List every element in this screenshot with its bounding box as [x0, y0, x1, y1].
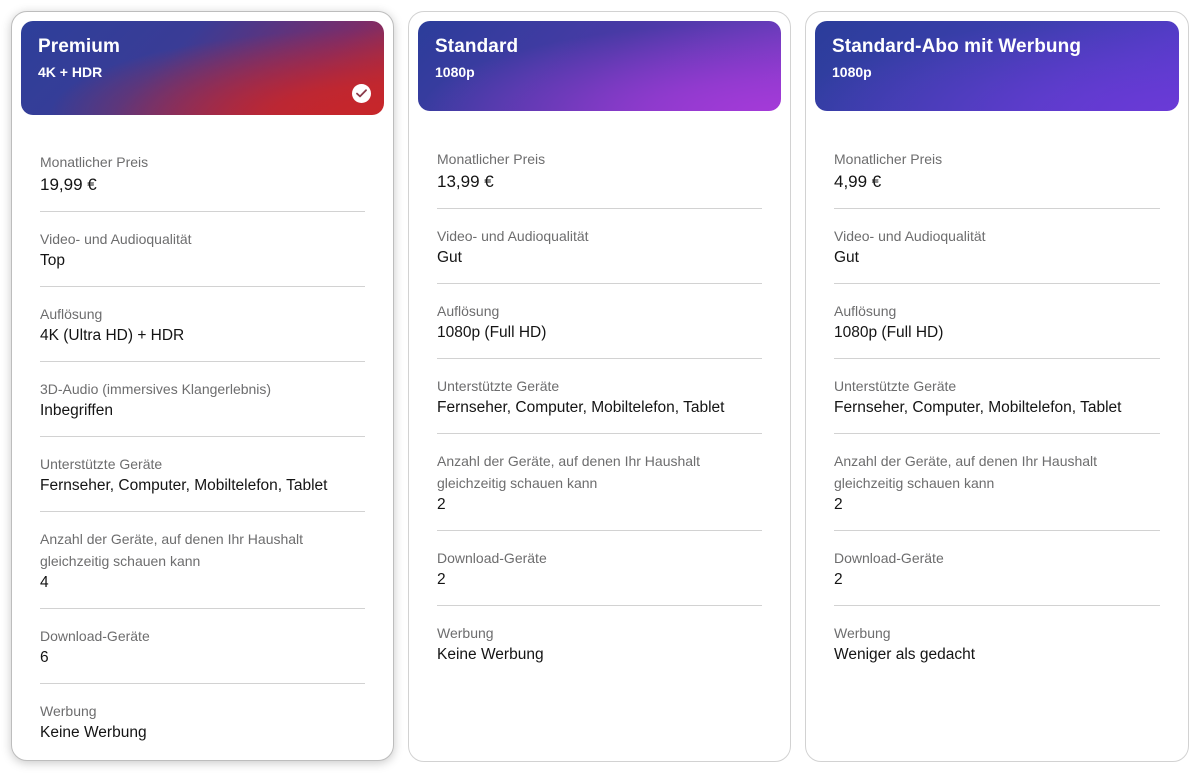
- attr-price: Monatlicher Preis 19,99 €: [40, 147, 365, 212]
- attr-spatial-audio: 3D-Audio (immersives Klangerlebnis) Inbe…: [40, 374, 365, 437]
- plan-resolution: 1080p: [435, 64, 475, 80]
- attr-devices: Unterstützte Geräte Fernseher, Computer,…: [834, 371, 1160, 434]
- attr-quality: Video- und Audioqualität Gut: [834, 221, 1160, 284]
- attr-ads: Werbung Keine Werbung: [40, 696, 365, 758]
- attr-value: 1080p (Full HD): [437, 324, 547, 341]
- plan-card-premium[interactable]: Premium 4K + HDR Monatlicher Preis 19,99…: [11, 11, 394, 761]
- attr-value: 2: [834, 496, 843, 513]
- attr-label: 3D-Audio (immersives Klangerlebnis): [40, 381, 272, 397]
- plan-attributes: Monatlicher Preis 13,99 € Video- und Aud…: [437, 144, 762, 692]
- attr-resolution: Auflösung 4K (Ultra HD) + HDR: [40, 299, 365, 362]
- plan-card-standard[interactable]: Standard 1080p Monatlicher Preis 13,99 €…: [408, 11, 791, 762]
- attr-value: 2: [834, 571, 843, 588]
- attr-value: Gut: [834, 249, 859, 266]
- attr-download-devices: Download-Geräte 2: [834, 543, 1160, 606]
- attr-label: Auflösung: [834, 303, 897, 319]
- attr-quality: Video- und Audioqualität Gut: [437, 221, 762, 284]
- attr-simultaneous-streams: Anzahl der Geräte, auf denen Ihr Haushal…: [834, 446, 1160, 531]
- attr-label: Werbung: [40, 703, 97, 719]
- attr-price: Monatlicher Preis 13,99 €: [437, 144, 762, 209]
- attr-label: Auflösung: [437, 303, 500, 319]
- attr-simultaneous-streams: Anzahl der Geräte, auf denen Ihr Haushal…: [437, 446, 762, 531]
- attr-label: Unterstützte Geräte: [437, 378, 560, 394]
- attr-label: Unterstützte Geräte: [40, 456, 163, 472]
- attr-value: 2: [437, 496, 446, 513]
- attr-value: Fernseher, Computer, Mobiltelefon, Table…: [40, 477, 328, 494]
- attr-label: Anzahl der Geräte, auf denen Ihr Haushal…: [437, 453, 701, 491]
- attr-label: Video- und Audioqualität: [437, 228, 589, 244]
- attr-value: 4K (Ultra HD) + HDR: [40, 327, 185, 344]
- plan-name: Standard: [435, 36, 519, 57]
- attr-label: Werbung: [437, 625, 494, 641]
- check-circle-icon: [352, 84, 371, 103]
- attr-value: Gut: [437, 249, 462, 266]
- attr-value: Fernseher, Computer, Mobiltelefon, Table…: [437, 399, 725, 416]
- attr-label: Monatlicher Preis: [834, 151, 943, 167]
- attr-label: Monatlicher Preis: [40, 154, 149, 170]
- attr-value: Fernseher, Computer, Mobiltelefon, Table…: [834, 399, 1122, 416]
- plan-attributes: Monatlicher Preis 19,99 € Video- und Aud…: [40, 147, 365, 770]
- attr-simultaneous-streams: Anzahl der Geräte, auf denen Ihr Haushal…: [40, 524, 365, 609]
- attr-value: 19,99 €: [40, 175, 97, 194]
- attr-value: Top: [40, 252, 65, 269]
- attr-ads: Werbung Weniger als gedacht: [834, 618, 1160, 680]
- attr-value: 6: [40, 649, 49, 666]
- attr-label: Video- und Audioqualität: [834, 228, 986, 244]
- attr-label: Auflösung: [40, 306, 103, 322]
- plan-attributes: Monatlicher Preis 4,99 € Video- und Audi…: [834, 144, 1160, 692]
- attr-value: Weniger als gedacht: [834, 646, 976, 663]
- plan-header: Premium 4K + HDR: [21, 21, 384, 115]
- attr-resolution: Auflösung 1080p (Full HD): [834, 296, 1160, 359]
- attr-ads: Werbung Keine Werbung: [437, 618, 762, 680]
- plan-name: Standard-Abo mit Werbung: [832, 36, 1082, 57]
- plan-resolution: 1080p: [832, 64, 872, 80]
- attr-value: 4: [40, 574, 49, 591]
- attr-value: Keine Werbung: [40, 724, 147, 741]
- attr-download-devices: Download-Geräte 6: [40, 621, 365, 684]
- attr-quality: Video- und Audioqualität Top: [40, 224, 365, 287]
- attr-value: 4,99 €: [834, 172, 882, 191]
- plan-name: Premium: [38, 36, 121, 57]
- attr-label: Unterstützte Geräte: [834, 378, 957, 394]
- attr-value: Keine Werbung: [437, 646, 544, 663]
- attr-resolution: Auflösung 1080p (Full HD): [437, 296, 762, 359]
- plan-card-standard-with-ads[interactable]: Standard-Abo mit Werbung 1080p Monatlich…: [805, 11, 1189, 762]
- attr-label: Download-Geräte: [834, 550, 944, 566]
- attr-value: 1080p (Full HD): [834, 324, 944, 341]
- attr-devices: Unterstützte Geräte Fernseher, Computer,…: [437, 371, 762, 434]
- attr-label: Download-Geräte: [437, 550, 547, 566]
- attr-value: 2: [437, 571, 446, 588]
- attr-label: Anzahl der Geräte, auf denen Ihr Haushal…: [834, 453, 1098, 491]
- attr-devices: Unterstützte Geräte Fernseher, Computer,…: [40, 449, 365, 512]
- plan-header: Standard-Abo mit Werbung 1080p: [815, 21, 1179, 111]
- attr-label: Anzahl der Geräte, auf denen Ihr Haushal…: [40, 531, 304, 569]
- attr-label: Video- und Audioqualität: [40, 231, 192, 247]
- attr-label: Monatlicher Preis: [437, 151, 546, 167]
- attr-label: Werbung: [834, 625, 891, 641]
- attr-price: Monatlicher Preis 4,99 €: [834, 144, 1160, 209]
- attr-label: Download-Geräte: [40, 628, 150, 644]
- plan-resolution: 4K + HDR: [38, 64, 103, 80]
- attr-value: Inbegriffen: [40, 402, 113, 419]
- attr-value: 13,99 €: [437, 172, 494, 191]
- attr-download-devices: Download-Geräte 2: [437, 543, 762, 606]
- plan-header: Standard 1080p: [418, 21, 781, 111]
